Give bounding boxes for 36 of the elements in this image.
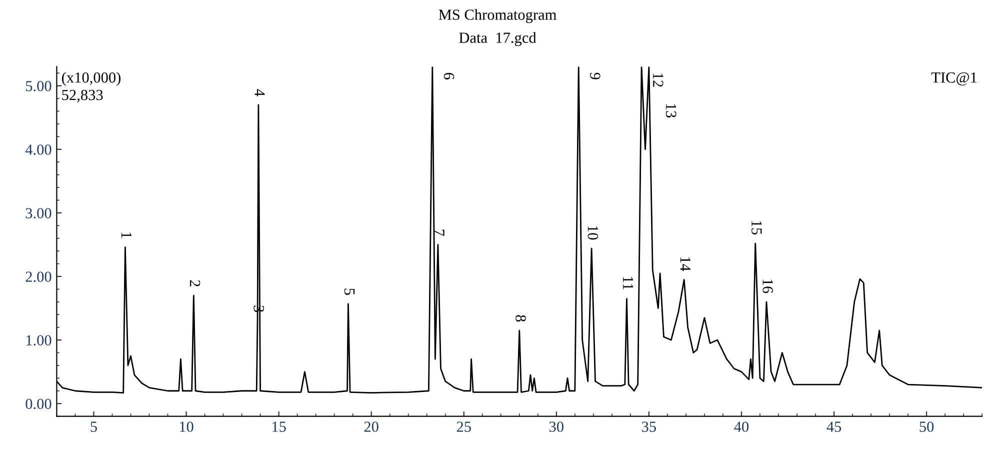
x-tick-label: 30 xyxy=(549,422,564,432)
annotation: 52,833 xyxy=(62,90,103,102)
x-tick-label: 45 xyxy=(826,422,842,432)
y-tick-label: 4.00 xyxy=(25,144,52,155)
annotation: 16 xyxy=(762,280,773,294)
x-tick-label: 5 xyxy=(90,422,97,432)
chart-title: MS Chromatogram xyxy=(438,9,556,24)
y-tick-label: 5.00 xyxy=(26,80,52,92)
annotation: 10 xyxy=(588,226,598,240)
annotation: 5 xyxy=(344,288,355,295)
annotation: TIC@1 xyxy=(931,72,977,86)
x-tick-label: 10 xyxy=(180,422,194,432)
annotation: 15 xyxy=(752,221,762,234)
annotation: (x10,000) xyxy=(62,72,120,86)
y-tick-label: 3.00 xyxy=(26,208,52,218)
x-tick-label: 20 xyxy=(364,422,378,432)
y-tick-label: 2.00 xyxy=(26,272,52,282)
annotation: 4 xyxy=(254,89,265,96)
x-tick-label: 50 xyxy=(920,422,934,432)
y-tick-label: 0.00 xyxy=(26,398,52,410)
annotation: 11 xyxy=(623,277,634,290)
annotation: 12 xyxy=(653,74,664,87)
annotation: 13 xyxy=(666,104,676,118)
annotation: 7 xyxy=(434,230,444,236)
annotation: 9 xyxy=(590,72,600,80)
annotation: 6 xyxy=(444,72,454,80)
annotation: 2 xyxy=(190,280,200,286)
x-tick-label: 15 xyxy=(272,422,286,432)
y-tick-label: 1.00 xyxy=(26,335,52,346)
annotation: 8 xyxy=(516,315,526,322)
x-tick-label: 40 xyxy=(734,422,749,432)
chart-subtitle: Data 17.gcd xyxy=(459,32,536,46)
annotation: 1 xyxy=(122,232,132,238)
annotation: 14 xyxy=(680,257,691,272)
x-tick-label: 35 xyxy=(642,422,656,432)
x-tick-label: 25 xyxy=(456,422,471,432)
